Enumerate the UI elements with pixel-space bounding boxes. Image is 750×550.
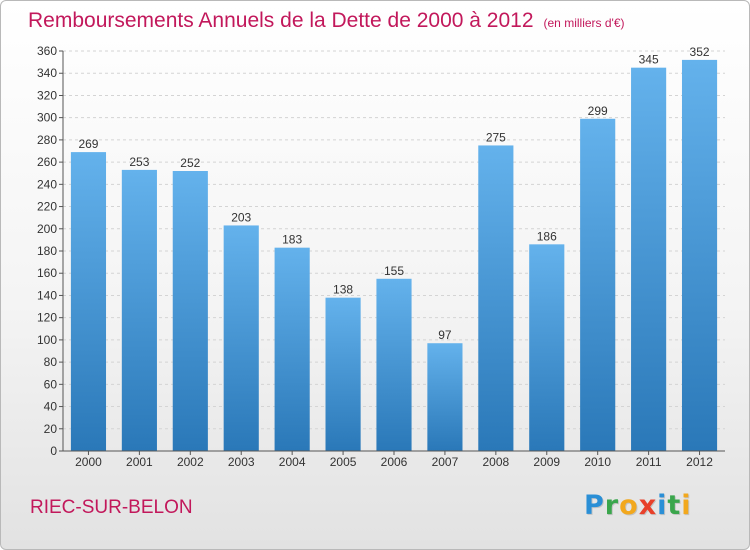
y-tick-label: 120 — [37, 311, 57, 325]
logo-letter: P — [584, 490, 605, 521]
chart-title: Remboursements Annuels de la Dette de 20… — [28, 9, 625, 33]
data-label: 352 — [690, 45, 710, 59]
x-tick-label: 2001 — [126, 455, 153, 469]
bar — [427, 343, 463, 451]
y-tick-label: 300 — [37, 111, 57, 125]
bar — [478, 145, 514, 451]
logo-letter: o — [619, 490, 639, 521]
y-tick-label: 180 — [37, 244, 57, 258]
y-tick-label: 40 — [44, 400, 58, 414]
y-tick-label: 320 — [37, 88, 57, 102]
data-label: 203 — [231, 210, 251, 224]
y-tick-label: 360 — [37, 44, 57, 58]
y-tick-label: 100 — [37, 333, 57, 347]
bar — [580, 118, 616, 452]
x-tick-label: 2002 — [177, 455, 204, 469]
commune-name: RIEC-SUR-BELON — [30, 497, 193, 518]
data-label: 138 — [333, 283, 353, 297]
bar — [681, 59, 718, 452]
y-tick-label: 20 — [44, 422, 58, 436]
logo-letter: x — [638, 490, 658, 521]
logo-letter: t — [667, 490, 682, 521]
y-tick-label: 260 — [37, 155, 57, 169]
x-tick-label: 2003 — [228, 455, 255, 469]
bar — [70, 152, 107, 451]
x-tick-label: 2000 — [75, 455, 102, 469]
y-tick-label: 80 — [44, 355, 58, 369]
data-label: 299 — [588, 104, 608, 118]
data-label: 345 — [639, 53, 659, 67]
y-tick-label: 0 — [50, 444, 57, 458]
data-label: 183 — [282, 233, 302, 247]
y-tick-label: 280 — [37, 133, 57, 147]
bar — [325, 297, 361, 451]
x-tick-label: 2011 — [636, 455, 662, 469]
data-label: 186 — [537, 229, 557, 243]
data-label: 252 — [180, 156, 200, 170]
x-tick-label: 2005 — [330, 455, 357, 469]
y-tick-label: 60 — [44, 377, 58, 391]
title-text: Remboursements Annuels de la Dette de 20… — [28, 9, 534, 32]
bar — [172, 171, 208, 451]
data-label: 269 — [78, 137, 98, 151]
proxiti-logo: Proxiti — [584, 490, 692, 521]
bar — [529, 244, 565, 451]
y-tick-label: 140 — [37, 288, 57, 302]
x-tick-label: 2009 — [533, 455, 560, 469]
x-tick-label: 2007 — [432, 455, 459, 469]
x-tick-label: 2012 — [686, 455, 713, 469]
data-label: 155 — [384, 264, 404, 278]
bar — [631, 67, 667, 452]
y-tick-label: 200 — [37, 222, 57, 236]
logo-letter: i — [657, 490, 668, 521]
x-tick-label: 2008 — [482, 455, 509, 469]
x-tick-label: 2004 — [279, 455, 306, 469]
y-tick-label: 160 — [37, 266, 57, 280]
logo-letter: r — [604, 490, 620, 521]
x-tick-label: 2010 — [584, 455, 611, 469]
data-label: 275 — [486, 130, 506, 144]
bar — [121, 169, 157, 451]
y-tick-label: 240 — [37, 177, 57, 191]
data-label: 97 — [438, 328, 452, 342]
bar — [376, 278, 412, 451]
bar — [223, 225, 259, 451]
title-unit: (en milliers d'€) — [543, 16, 625, 30]
bar — [274, 247, 310, 451]
y-tick-label: 340 — [37, 66, 57, 80]
y-tick-label: 220 — [37, 200, 57, 214]
logo-letter: i — [681, 490, 692, 521]
data-label: 253 — [129, 155, 149, 169]
x-tick-label: 2006 — [381, 455, 408, 469]
